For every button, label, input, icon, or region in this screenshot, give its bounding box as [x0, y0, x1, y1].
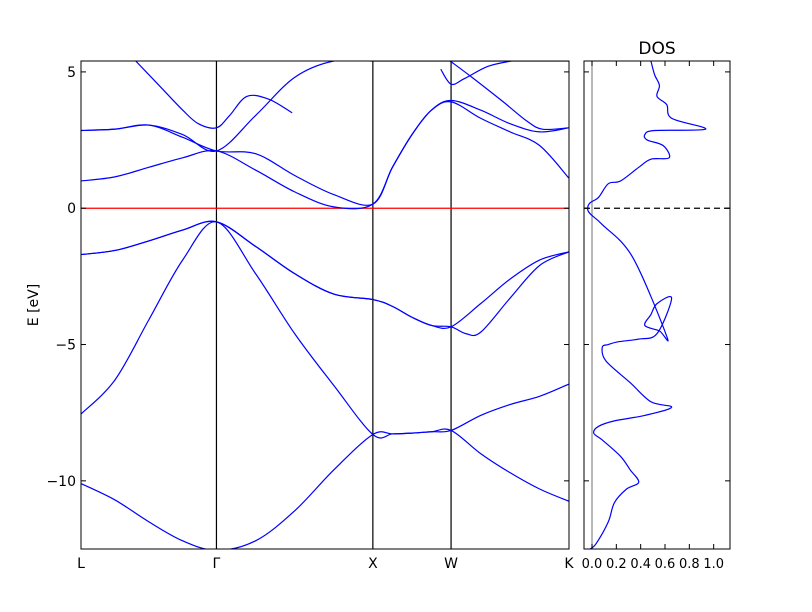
- band-line: [449, 61, 569, 131]
- dos-x-tick-label: 1.0: [703, 557, 724, 572]
- dos-y-ticks: [584, 71, 730, 482]
- band-line: [81, 61, 569, 152]
- dos-panel: DOS 0.0 0.2 0.4 0.6 0.8 1.0: [582, 39, 731, 572]
- band-plot-frame: [80, 60, 570, 550]
- dos-title: DOS: [638, 39, 675, 59]
- dos-x-tick-label: 0.4: [630, 557, 651, 572]
- dos-x-tick-label: 0.6: [655, 557, 676, 572]
- y-tick-label: −5: [55, 338, 76, 354]
- y-tick-label: −10: [46, 474, 76, 490]
- y-tick-label: 0: [67, 201, 76, 217]
- kpoint-label: Γ: [213, 556, 221, 572]
- band-structure-panel: 5 0 −5 −10 L Γ X W K E [eV]: [26, 60, 574, 572]
- dos-x-tick-label: 0.0: [582, 557, 603, 572]
- band-line: [81, 221, 569, 439]
- dos-x-tick-label: 0.2: [606, 557, 627, 572]
- band-line: [440, 61, 512, 86]
- y-axis-label: E [eV]: [26, 284, 42, 326]
- dos-line: [587, 61, 707, 549]
- band-y-ticks: 5 0 −5 −10: [46, 65, 569, 490]
- band-curves: [81, 61, 569, 549]
- y-tick-label: 5: [67, 65, 76, 81]
- kpoint-label: X: [368, 556, 378, 572]
- kpoint-label: K: [564, 556, 574, 572]
- dos-x-tick-label: 0.8: [679, 557, 700, 572]
- band-line: [81, 99, 569, 206]
- band-line: [81, 220, 569, 329]
- kpoint-divider-lines: [215, 61, 452, 549]
- band-line: [135, 61, 293, 129]
- kpoint-label: W: [444, 556, 458, 572]
- dos-plot-frame: [583, 60, 731, 550]
- dos-curve: [587, 61, 707, 549]
- dos-x-ticks: 0.0 0.2 0.4 0.6 0.8 1.0: [582, 61, 724, 572]
- kpoint-label: L: [77, 556, 85, 572]
